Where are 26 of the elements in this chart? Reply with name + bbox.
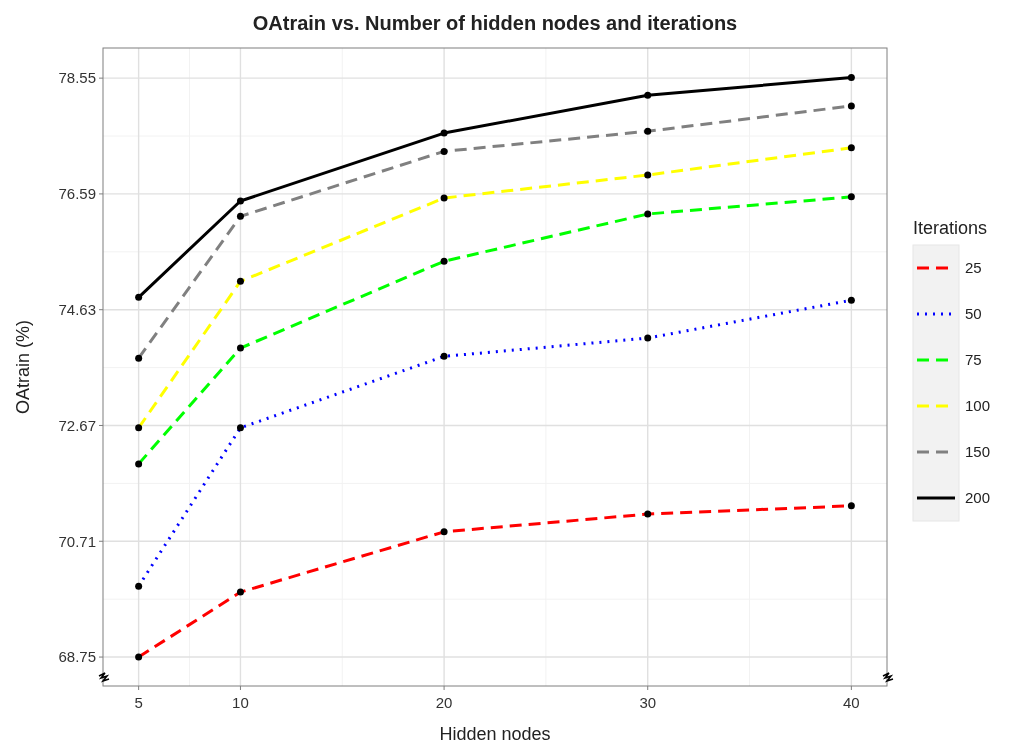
x-axis-title: Hidden nodes — [439, 724, 551, 744]
y-tick-label: 78.55 — [58, 69, 96, 87]
legend-label: 50 — [965, 305, 982, 323]
point — [440, 129, 448, 137]
legend-label: 150 — [965, 443, 991, 461]
x-tick-label: 5 — [134, 694, 143, 711]
x-tick-label: 40 — [843, 694, 860, 711]
point — [236, 197, 244, 205]
chart-title: OAtrain vs. Number of hidden nodes and iterations — [252, 12, 738, 34]
y-tick-label: 68.75 — [58, 648, 96, 666]
legend-label: 25 — [965, 259, 982, 277]
point — [847, 74, 855, 82]
legend-title: Iterations — [913, 218, 988, 238]
y-tick-label: 76.59 — [58, 185, 96, 203]
y-tick-label: 72.67 — [58, 416, 96, 434]
x-tick-label: 20 — [435, 694, 453, 711]
legend-label: 200 — [965, 489, 991, 507]
y-tick-label: 70.71 — [58, 532, 96, 550]
point — [644, 91, 652, 99]
x-tick-label: 10 — [232, 694, 249, 711]
y-tick-label: 74.63 — [58, 300, 96, 318]
legend-label: 75 — [965, 351, 982, 369]
point — [135, 293, 143, 301]
y-axis-title: OAtrain (%) — [13, 319, 33, 415]
x-tick-label: 30 — [639, 694, 657, 711]
legend-label: 100 — [965, 397, 991, 415]
